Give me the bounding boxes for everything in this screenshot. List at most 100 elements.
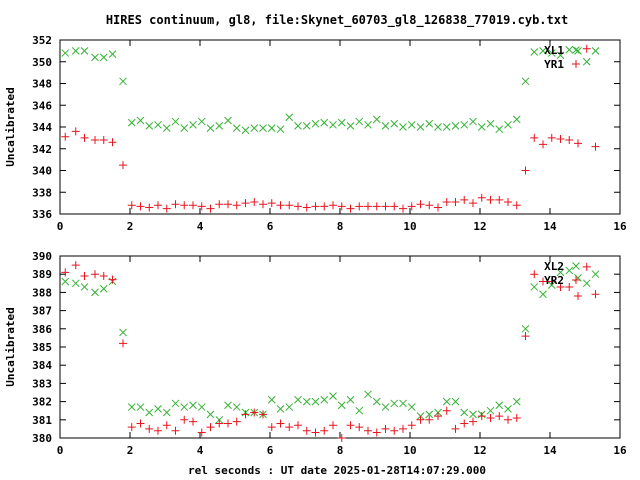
series-YR1 bbox=[61, 44, 600, 213]
data-point-YR2 bbox=[539, 277, 547, 286]
data-point-YR2 bbox=[171, 426, 180, 435]
data-point-YR1 bbox=[539, 140, 547, 149]
data-point-YR2 bbox=[591, 290, 600, 299]
data-point-XL1 bbox=[399, 123, 407, 131]
data-point-XL2 bbox=[495, 401, 504, 410]
data-point-YR2 bbox=[372, 428, 381, 437]
data-point-YR1 bbox=[232, 201, 241, 210]
data-point-YR2 bbox=[71, 261, 80, 270]
data-point-YR1 bbox=[276, 201, 285, 210]
data-point-YR1 bbox=[582, 44, 591, 53]
data-point-YR2 bbox=[556, 282, 565, 291]
data-point-YR2 bbox=[504, 415, 512, 424]
x-tick-label: 4 bbox=[197, 444, 204, 457]
x-tick-label: 14 bbox=[543, 444, 557, 457]
data-point-XL1 bbox=[337, 118, 346, 127]
data-point-YR1 bbox=[547, 133, 556, 142]
data-point-XL1 bbox=[355, 117, 364, 126]
data-point-XL2 bbox=[337, 401, 346, 410]
data-point-XL1 bbox=[320, 118, 329, 127]
data-point-YR2 bbox=[91, 270, 99, 279]
y-tick-label: 350 bbox=[32, 56, 52, 69]
data-point-XL1 bbox=[574, 47, 582, 55]
data-point-YR2 bbox=[495, 412, 504, 421]
data-point-YR1 bbox=[512, 201, 521, 210]
data-point-XL1 bbox=[285, 113, 294, 122]
data-point-YR1 bbox=[171, 200, 180, 209]
data-point-XL1 bbox=[119, 77, 127, 86]
data-point-YR2 bbox=[108, 275, 117, 284]
data-point-XL2 bbox=[180, 403, 189, 411]
y-tick-label: 385 bbox=[32, 341, 52, 354]
legend-label-XL2: XL2 bbox=[544, 260, 564, 273]
data-point-YR1 bbox=[99, 136, 108, 145]
data-point-XL2 bbox=[197, 403, 206, 411]
data-point-XL1 bbox=[486, 119, 495, 128]
data-point-XL1 bbox=[460, 120, 469, 129]
y-tick-label: 384 bbox=[32, 359, 52, 372]
data-point-XL2 bbox=[99, 284, 108, 293]
data-point-XL1 bbox=[180, 124, 189, 132]
data-point-XL1 bbox=[451, 122, 460, 130]
x-tick-label: 8 bbox=[337, 444, 344, 457]
data-point-YR2 bbox=[355, 423, 364, 432]
data-point-XL1 bbox=[259, 124, 267, 132]
data-point-XL2 bbox=[311, 397, 320, 406]
data-point-XL1 bbox=[425, 119, 434, 128]
data-point-XL2 bbox=[591, 270, 600, 279]
data-point-XL2 bbox=[355, 406, 364, 415]
data-point-YR1 bbox=[145, 203, 154, 212]
plot-frame bbox=[59, 39, 621, 215]
chart-panel-2: 0 2 4 6 8 10 12 14 16 380 381 382 383 384 385 386 387 388… bbox=[4, 250, 627, 457]
data-point-YR2 bbox=[381, 424, 390, 433]
plot-frame bbox=[59, 255, 621, 439]
data-point-YR1 bbox=[434, 203, 442, 212]
data-point-YR2 bbox=[127, 423, 136, 432]
data-point-YR1 bbox=[399, 204, 407, 213]
data-point-XL2 bbox=[504, 405, 512, 413]
x-tick-label: 2 bbox=[127, 220, 134, 233]
y-tick-label: 336 bbox=[32, 208, 52, 221]
x-tick-label: 16 bbox=[613, 220, 627, 233]
data-point-XL1 bbox=[294, 122, 302, 130]
data-point-YR1 bbox=[556, 134, 565, 143]
data-point-YR1 bbox=[346, 204, 355, 213]
x-axis-label: rel seconds : UT date 2025-01-28T14:07:2… bbox=[188, 464, 486, 477]
data-point-XL1 bbox=[521, 77, 530, 86]
data-point-YR1 bbox=[189, 201, 197, 210]
data-point-XL1 bbox=[416, 123, 425, 131]
data-point-XL1 bbox=[197, 117, 206, 126]
data-point-XL1 bbox=[372, 115, 381, 124]
y-tick-label: 380 bbox=[32, 432, 52, 445]
data-point-YR1 bbox=[442, 198, 451, 207]
data-point-YR2 bbox=[469, 417, 477, 426]
data-point-XL1 bbox=[565, 45, 574, 54]
x-tick-label: 12 bbox=[473, 444, 486, 457]
y-tick-label: 381 bbox=[32, 414, 52, 427]
data-point-YR2 bbox=[154, 426, 162, 435]
data-point-YR1 bbox=[451, 198, 460, 207]
data-point-YR1 bbox=[259, 200, 267, 209]
data-point-XL2 bbox=[399, 399, 407, 408]
data-point-YR2 bbox=[407, 421, 416, 430]
data-point-YR1 bbox=[381, 202, 390, 211]
data-point-YR2 bbox=[241, 410, 250, 419]
data-point-XL2 bbox=[346, 395, 355, 404]
data-point-YR2 bbox=[285, 423, 294, 432]
data-point-XL2 bbox=[224, 401, 232, 410]
data-point-XL2 bbox=[442, 397, 451, 406]
data-point-XL1 bbox=[108, 50, 117, 58]
legend-label-YR2: YR2 bbox=[544, 274, 564, 287]
y-tick-label: 346 bbox=[32, 99, 52, 112]
data-point-YR1 bbox=[495, 195, 504, 204]
y-tick-label: 390 bbox=[32, 250, 52, 263]
data-point-XL1 bbox=[162, 124, 171, 132]
x-tick-label: 8 bbox=[337, 220, 344, 233]
legend-label-YR1: YR1 bbox=[544, 58, 564, 71]
data-point-XL2 bbox=[232, 403, 241, 411]
data-point-YR1 bbox=[460, 195, 469, 204]
data-point-YR2 bbox=[61, 268, 70, 277]
legend-marker-XL2 bbox=[572, 262, 580, 270]
data-point-YR1 bbox=[591, 142, 600, 151]
data-point-YR2 bbox=[329, 421, 337, 430]
